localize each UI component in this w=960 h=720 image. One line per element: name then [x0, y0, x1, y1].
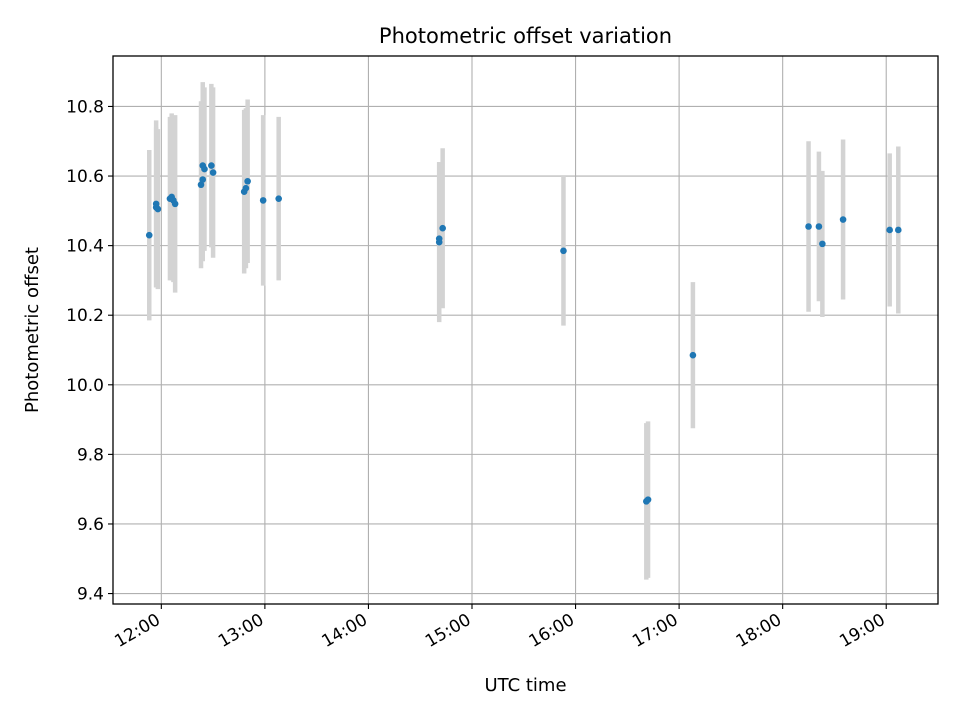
- y-tick-label: 10.4: [66, 237, 104, 257]
- y-tick-label: 9.4: [77, 585, 104, 605]
- chart-title: Photometric offset variation: [379, 24, 672, 48]
- grid-layer: [113, 56, 938, 604]
- y-tick-label: 10.8: [66, 97, 104, 117]
- x-tick-label: 19:00: [836, 610, 888, 652]
- y-tick-label: 10.2: [66, 306, 104, 326]
- plot-frame: [112, 55, 939, 605]
- data-point: [819, 240, 826, 248]
- data-point: [145, 231, 153, 239]
- x-tick-label: 16:00: [526, 610, 578, 652]
- data-point: [805, 223, 812, 230]
- data-point: [435, 235, 443, 242]
- x-tick-label: 12:00: [111, 610, 163, 652]
- y-tick-label: 10.0: [66, 376, 104, 396]
- y-tick-label: 10.6: [66, 167, 104, 187]
- data-point: [815, 223, 823, 230]
- y-tick-label: 9.8: [77, 445, 104, 465]
- tick-layer: 12:00 13:00 14:00 15:00 16:00 17:00 18:00 19:00…: [66, 97, 889, 651]
- data-point: [209, 169, 217, 176]
- data-point: [244, 177, 251, 185]
- errorbar-layer: [146, 82, 901, 580]
- point-layer: [145, 162, 902, 505]
- data-point: [839, 216, 847, 223]
- data-point: [560, 247, 567, 255]
- y-tick-label: 9.6: [77, 515, 104, 535]
- data-point: [895, 226, 902, 234]
- data-point: [242, 184, 250, 192]
- data-point: [689, 351, 697, 359]
- x-tick-label: 13:00: [215, 610, 267, 652]
- data-point: [199, 176, 207, 183]
- x-tick-label: 15:00: [422, 610, 474, 652]
- data-point: [886, 226, 893, 234]
- data-point: [275, 195, 282, 202]
- data-point: [197, 181, 205, 189]
- data-point: [208, 162, 215, 169]
- x-tick-label: 14:00: [319, 610, 371, 652]
- data-point: [171, 200, 179, 208]
- y-axis-label: Photometric offset: [22, 247, 43, 413]
- data-point: [644, 496, 652, 503]
- data-point: [259, 197, 267, 204]
- data-point: [154, 205, 162, 213]
- data-point: [201, 165, 208, 173]
- x-tick-label: 18:00: [733, 610, 785, 652]
- x-tick-label: 17:00: [629, 610, 681, 652]
- data-point: [439, 224, 446, 232]
- x-axis-label: UTC time: [484, 675, 566, 696]
